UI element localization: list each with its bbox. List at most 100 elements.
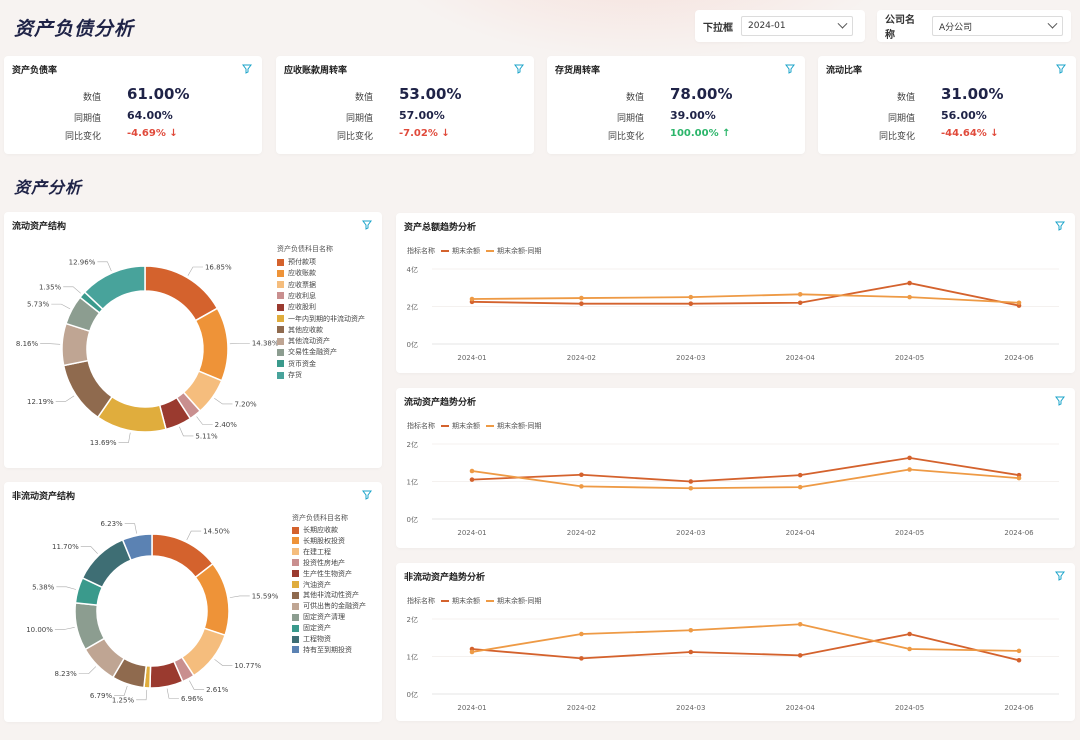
data-point[interactable] [688,301,694,306]
data-point[interactable] [1016,300,1022,306]
data-point[interactable] [797,484,803,490]
data-point[interactable] [579,295,584,301]
donut-slice[interactable] [194,562,230,637]
legend-item[interactable]: 长期应收款 [292,525,338,535]
legend-swatch [277,337,284,345]
legend-item[interactable]: 期末余额 [441,246,480,256]
legend-item[interactable]: 应收票据 [277,280,316,290]
legend-item[interactable]: 存货 [277,370,302,380]
slice-label: 5.38% [32,583,55,591]
filter-icon[interactable] [785,64,795,74]
data-point[interactable] [797,653,803,658]
data-point[interactable] [1016,475,1022,481]
noncurrent-assets-card: 非流动资产结构 14.50% 15.59% 10.77% 2.61% 6.96% 1.25… [4,482,382,722]
donut-slice[interactable] [194,307,229,382]
data-point[interactable] [797,292,803,297]
legend-item[interactable]: 期末余额 [441,421,480,431]
data-point[interactable] [688,649,694,655]
data-point[interactable] [1016,657,1022,663]
legend-item[interactable]: 交易性金融资产 [277,347,337,357]
legend-item[interactable]: 应收股利 [277,302,316,312]
legend-item[interactable]: 期末余额-同期 [486,421,542,431]
data-point[interactable] [1016,648,1022,654]
data-point[interactable] [797,472,803,478]
data-point[interactable] [907,455,912,461]
filter-icon[interactable] [1055,571,1065,581]
data-point[interactable] [797,621,803,627]
legend-item[interactable]: 其他流动资产 [277,336,330,346]
kpi-prev-value: 64.00% [127,109,173,122]
x-tick-label: 2024-06 [1004,529,1034,537]
data-point[interactable] [907,280,912,286]
legend-item[interactable]: 其他应收款 [277,325,323,335]
legend-item[interactable]: 预付款项 [277,257,316,267]
data-point[interactable] [579,301,584,306]
data-point[interactable] [469,649,475,655]
company-select[interactable]: A分公司 [932,16,1063,36]
donut-slice[interactable] [83,265,146,311]
legend-label: 其他应收款 [288,325,323,334]
filter-icon[interactable] [514,64,524,74]
legend-label: 长期应收款 [303,526,338,534]
data-point[interactable] [688,485,694,491]
legend-item[interactable]: 一年内到期的非流动资产 [277,314,365,324]
legend-item[interactable]: 其他非流动性资产 [292,590,359,600]
filter-icon[interactable] [242,64,252,74]
legend-item[interactable]: 货币资金 [277,359,316,369]
trend-card: 非流动资产趋势分析 指标名称 期末余额 期末余额-同期 2亿 1亿 0亿 2024-0… [396,563,1075,721]
data-point[interactable] [469,296,475,302]
data-point[interactable] [579,484,584,489]
legend-label: 投资性房地产 [303,558,345,567]
legend-item[interactable]: 可供出售的金融资产 [292,601,366,611]
data-point[interactable] [907,646,912,652]
data-point[interactable] [907,294,912,300]
label-leader-line [187,266,203,276]
data-point[interactable] [688,627,694,633]
data-point[interactable] [579,472,584,478]
legend-item[interactable]: 固定资产清理 [292,612,345,622]
data-point[interactable] [797,300,803,306]
data-point[interactable] [688,479,694,484]
data-point[interactable] [469,468,475,474]
filter-icon[interactable] [362,220,372,230]
legend-item[interactable]: 期末余额-同期 [486,246,542,256]
slice-label: 16.85% [205,263,232,271]
data-point[interactable] [688,294,694,300]
legend-item[interactable]: 期末余额-同期 [486,596,542,606]
filter-icon[interactable] [1055,221,1065,231]
legend-swatch [292,613,299,621]
filter-icon[interactable] [1055,396,1065,406]
label-leader-line [114,685,128,696]
legend-item[interactable]: 固定资产 [292,623,331,633]
legend-item[interactable]: 投资性房地产 [292,558,345,568]
kpi-change-label: 同比变化 [336,132,373,142]
data-point[interactable] [579,656,584,661]
legend-swatch [277,292,284,300]
legend-item[interactable]: 应收账款 [277,268,316,278]
legend-item[interactable]: 长期股权投资 [292,536,345,546]
filter-icon[interactable] [1056,64,1066,74]
legend-swatch [277,326,284,334]
data-point[interactable] [469,477,475,482]
period-select[interactable]: 2024-01 [741,16,853,36]
legend-item[interactable]: 在建工程 [292,547,331,557]
arrow-up-icon: ↑ [722,128,731,139]
donut-slice[interactable] [144,265,219,322]
label-leader-line [63,286,81,294]
legend-item[interactable]: 汽油资产 [292,580,331,590]
legend-item[interactable]: 持有至到期投资 [292,645,352,655]
legend-item[interactable]: 期末余额 [441,596,480,606]
donut-slice[interactable] [121,533,153,562]
series-line [471,623,1020,653]
donut-slice[interactable] [81,538,132,589]
legend-item[interactable]: 工程物资 [292,634,331,644]
data-point[interactable] [579,631,584,637]
kpi-change: 100.00% ↑ [670,128,730,139]
filter-icon[interactable] [362,490,372,500]
legend-item[interactable]: 应收利息 [277,291,316,301]
legend-item[interactable]: 生产性生物资产 [292,569,352,579]
period-filter-label: 下拉框 [703,22,733,34]
current-assets-card: 流动资产结构 16.85% 14.38% 7.20% 2.40% 5.11% 13.69%… [4,212,382,468]
data-point[interactable] [907,467,912,472]
data-point[interactable] [907,631,912,637]
